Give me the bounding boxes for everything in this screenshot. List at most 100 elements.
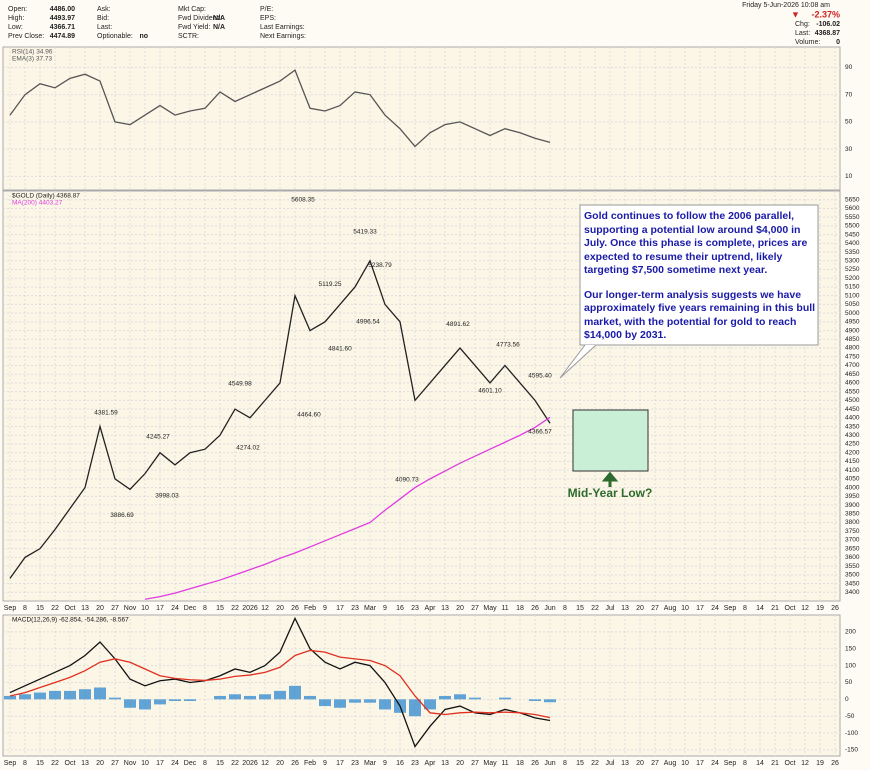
y-tick-label: 3800 (845, 519, 860, 526)
x-tick-label: 20 (276, 605, 284, 612)
y-tick-label: 4100 (845, 467, 860, 474)
x-tick-label: 8 (563, 760, 567, 767)
price-annotation: 4245.27 (146, 434, 170, 441)
histogram-bar (469, 697, 481, 700)
price-annotation: 5608.35 (291, 197, 315, 204)
price-annotation: 3998.03 (155, 493, 179, 500)
y-tick-label: 4650 (845, 371, 860, 378)
y-tick-label: 3550 (845, 563, 860, 570)
arrow (601, 471, 619, 487)
field-value: 4366.71 (50, 24, 75, 31)
field-label: Last: (97, 24, 112, 31)
histogram-bar (304, 695, 316, 700)
histogram-bar (64, 690, 76, 700)
histogram-bar (244, 695, 256, 700)
series-line (9, 69, 551, 148)
price-annotation: 4996.54 (356, 318, 380, 325)
histogram-bar (364, 699, 376, 703)
y-tick-label: 3400 (845, 589, 860, 596)
x-tick-label: 23 (411, 760, 419, 767)
histogram-bar (454, 694, 466, 700)
x-tick-label: 17 (696, 605, 704, 612)
x-tick-label: 10 (141, 760, 149, 767)
y-tick-label: 70 (845, 91, 853, 98)
legend-entry: MACD(12,26,9) -62.854, -54.286, -8.567 (12, 617, 129, 624)
rsi-panel (2, 46, 841, 191)
y-tick-label: 10 (845, 173, 853, 180)
note-box (579, 204, 819, 346)
x-tick-label: 22 (591, 760, 599, 767)
y-tick-label: 3900 (845, 502, 860, 509)
x-tick-label: 14 (756, 605, 764, 612)
x-tick-label: Nov (124, 760, 137, 767)
x-tick-label: 17 (336, 605, 344, 612)
x-tick-label: 20 (636, 605, 644, 612)
x-tick-label: 27 (111, 605, 119, 612)
x-tick-label: 14 (756, 760, 764, 767)
field-label: Next Earnings: (260, 33, 306, 40)
x-tick-label: 22 (51, 605, 59, 612)
x-tick-label: Sep (724, 605, 737, 612)
field-label: Fwd Dividend: (178, 15, 222, 22)
x-tick-label: Dec (184, 760, 197, 767)
field-label: Optionable: (97, 33, 133, 40)
histogram-bar (529, 699, 541, 702)
x-tick-label: 11 (501, 605, 508, 612)
y-tick-label: 4800 (845, 345, 860, 352)
x-tick-label: 21 (771, 760, 779, 767)
x-tick-label: 24 (711, 760, 719, 767)
y-tick-label: 4550 (845, 388, 860, 395)
note: Gold continues to follow the 2006 parall… (584, 210, 816, 354)
price-annotation: 5119.25 (318, 281, 341, 288)
y-tick-label: 5050 (845, 301, 860, 308)
field-label: Ask: (97, 6, 111, 13)
field-value: N/A (213, 15, 225, 22)
price-annotation: 4841.60 (328, 345, 352, 352)
x-tick-label: 21 (771, 605, 779, 612)
x-tick-label: 9 (323, 760, 327, 767)
x-tick-label: Apr (425, 760, 437, 767)
note-text: Gold continues to follow the 2006 parall… (584, 210, 808, 276)
down-arrow: ▼ (791, 9, 800, 19)
histogram-bar (124, 699, 136, 708)
legend-entry: $GOLD (Daily) 4368.87 (12, 193, 80, 200)
histogram-bar (319, 699, 331, 707)
histogram-bar (379, 699, 391, 710)
quote-value: 0 (836, 39, 840, 46)
callout: Mid-Year Low? (568, 486, 653, 500)
price-annotation: 4891.62 (446, 321, 470, 328)
x-tick-label: Apr (425, 605, 437, 612)
x-tick-label: Aug (664, 605, 677, 612)
x-tick-label: 10 (681, 605, 689, 612)
y-tick-label: 50 (845, 679, 853, 686)
x-tick-label: 19 (816, 760, 824, 767)
x-tick-label: 15 (216, 605, 224, 612)
field-value: 4486.00 (50, 6, 75, 13)
y-tick-label: 5150 (845, 284, 860, 291)
y-tick-label: 5450 (845, 231, 860, 238)
y-tick-label: 5650 (845, 196, 860, 203)
quote-label: Chg: (795, 21, 810, 28)
x-tick-label: 17 (156, 760, 164, 767)
x-tick-label: 15 (576, 760, 584, 767)
x-tick-label: Oct (65, 605, 76, 612)
x-tick-label: 8 (743, 605, 747, 612)
y-tick-label: 200 (845, 629, 856, 636)
x-tick-label: Sep (4, 760, 17, 767)
histogram-bar (109, 697, 121, 700)
x-tick-label: 12 (801, 760, 809, 767)
x-tick-label: 23 (351, 760, 359, 767)
x-tick-label: Aug (664, 760, 677, 767)
histogram-bar (334, 699, 346, 708)
x-tick-label: 13 (621, 605, 629, 612)
histogram-bar (214, 695, 226, 700)
y-tick-label: 3600 (845, 554, 860, 561)
price-annotation: 4366.57 (528, 428, 552, 435)
legend-entry: MA(200) 4403.27 (12, 200, 63, 207)
y-tick-label: 4000 (845, 484, 860, 491)
y-tick-label: 0 (845, 696, 849, 703)
field-label: Last Earnings: (260, 24, 305, 31)
x-tick-label: 2026 (242, 605, 258, 612)
x-tick-label: 8 (743, 760, 747, 767)
histogram-bar (499, 697, 511, 700)
